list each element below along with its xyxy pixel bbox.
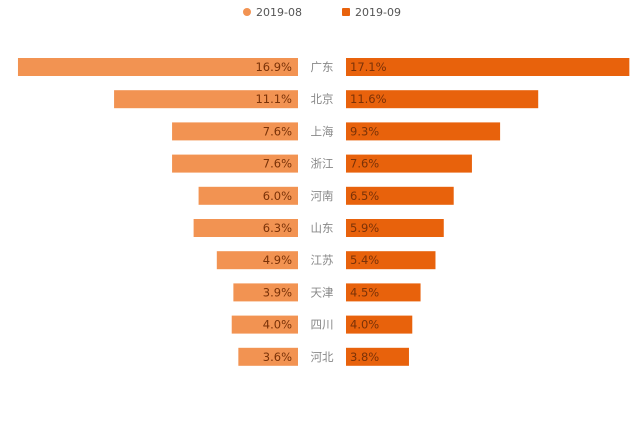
bar-left-3 — [172, 154, 298, 173]
category-label-9: 河北 — [311, 350, 334, 364]
bar-right-2 — [346, 122, 501, 141]
category-label-2: 上海 — [311, 124, 334, 138]
value-label-right-1: 11.6% — [350, 92, 387, 106]
value-label-right-3: 7.6% — [350, 157, 379, 171]
legend-label-2019-09[interactable]: 2019-09 — [355, 6, 401, 19]
value-label-right-9: 3.8% — [350, 350, 379, 364]
category-label-6: 江苏 — [311, 253, 334, 267]
value-label-left-9: 3.6% — [263, 350, 292, 364]
category-label-3: 浙江 — [311, 157, 334, 171]
bar-left-2 — [172, 122, 298, 141]
bar-left-9 — [238, 347, 298, 366]
bar-left-6 — [216, 251, 298, 270]
value-label-right-0: 17.1% — [350, 60, 387, 74]
bar-right-4 — [346, 186, 454, 205]
category-label-7: 天津 — [311, 285, 334, 299]
bar-right-9 — [346, 347, 409, 366]
value-label-right-6: 5.4% — [350, 253, 379, 267]
bar-right-5 — [346, 219, 444, 237]
bar-left-5 — [193, 219, 298, 237]
bar-right-8 — [346, 315, 413, 334]
value-label-right-5: 5.9% — [350, 221, 379, 235]
bar-right-7 — [346, 283, 421, 302]
legend-marker-2019-09[interactable] — [342, 8, 350, 16]
value-label-left-6: 4.9% — [263, 253, 292, 267]
category-label-5: 山东 — [311, 221, 334, 235]
value-label-left-2: 7.6% — [263, 124, 292, 138]
bar-left-1 — [114, 90, 298, 109]
bar-right-6 — [346, 251, 436, 270]
legend-label-2019-08[interactable]: 2019-08 — [256, 6, 302, 19]
value-label-right-4: 6.5% — [350, 189, 379, 203]
value-label-left-8: 4.0% — [263, 318, 292, 332]
value-label-right-2: 9.3% — [350, 124, 379, 138]
value-label-right-7: 4.5% — [350, 285, 379, 299]
bar-right-3 — [346, 154, 472, 173]
bar-left-7 — [233, 283, 298, 302]
bar-left-0 — [17, 58, 298, 76]
bar-left-8 — [231, 315, 298, 334]
category-label-1: 北京 — [311, 92, 334, 106]
value-label-left-7: 3.9% — [263, 285, 292, 299]
value-label-left-3: 7.6% — [263, 157, 292, 171]
value-label-left-4: 6.0% — [263, 189, 292, 203]
legend-marker-2019-08[interactable] — [243, 8, 251, 16]
value-label-left-5: 6.3% — [263, 221, 292, 235]
value-label-right-8: 4.0% — [350, 318, 379, 332]
category-label-0: 广东 — [311, 60, 334, 74]
bar-right-1 — [346, 90, 539, 109]
category-label-8: 四川 — [311, 318, 334, 332]
value-label-left-0: 16.9% — [255, 60, 292, 74]
value-label-left-1: 11.1% — [255, 92, 292, 106]
bar-right-0 — [346, 58, 630, 76]
category-label-4: 河南 — [311, 189, 334, 203]
bar-left-4 — [198, 186, 298, 205]
